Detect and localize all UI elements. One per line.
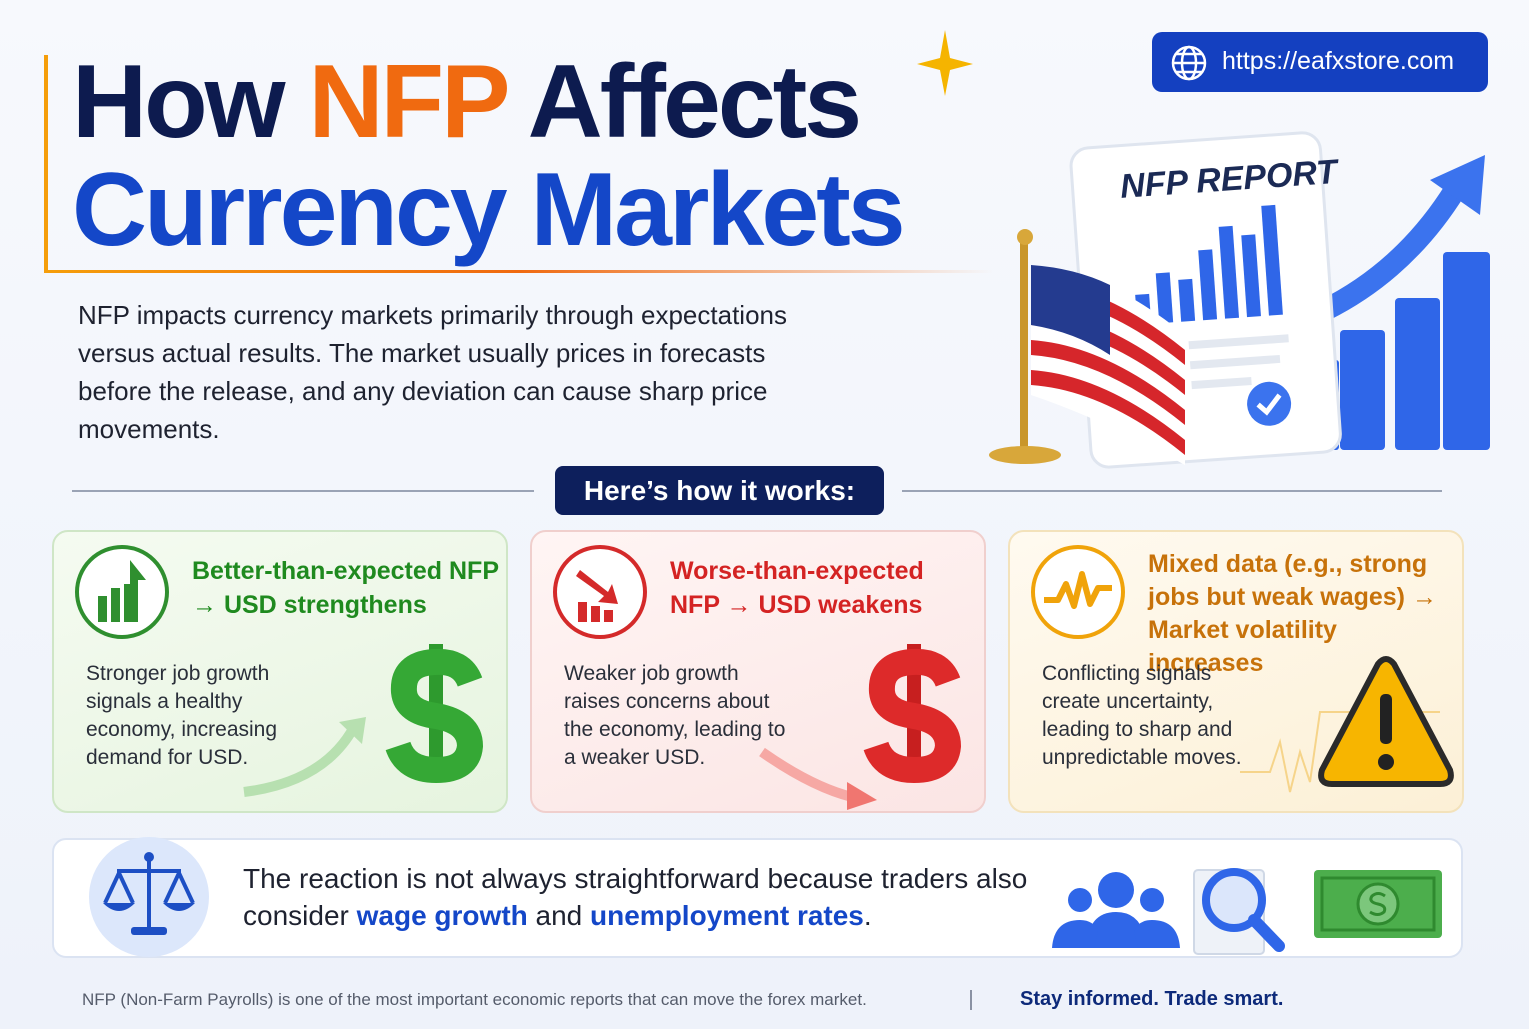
intro: NFP impacts currency markets primarily t… <box>78 300 787 444</box>
note-highlight: wage growth <box>356 900 528 931</box>
card-body: Weaker job growth raises concerns about … <box>564 662 786 769</box>
scale-icon <box>89 837 209 957</box>
note-segment: The reaction is not always straightforwa… <box>243 863 1028 931</box>
dollar-illustration <box>759 644 962 810</box>
card-title: Worse-than-expected NFP → USD weakens <box>670 557 924 619</box>
url-text[interactable]: https://eafxstore.com <box>1222 47 1455 75</box>
title-highlight: NFP <box>308 44 508 160</box>
card-icon <box>553 545 647 639</box>
title-word: How <box>72 44 286 160</box>
footer-tagline: Stay informed. Trade smart. <box>1020 988 1284 1010</box>
title-word: Currency <box>72 152 508 268</box>
sparkle <box>917 30 973 96</box>
title-line-1: How NFP Affects <box>72 50 862 154</box>
card-title: Better-than-expected NFP → USD strengthe… <box>192 557 499 619</box>
url-badge[interactable]: https://eafxstore.com <box>1152 32 1488 92</box>
footer-text: NFP (Non-Farm Payrolls) is one of the mo… <box>82 990 867 1009</box>
card: Better-than-expected NFP → USD strengthe… <box>52 530 508 813</box>
note-segment: and <box>535 900 583 931</box>
note-highlight: unemployment rates <box>590 900 864 931</box>
divider <box>72 490 534 492</box>
footer-separator <box>970 990 972 1010</box>
card-title: Mixed data (e.g., strong jobs but weak w… <box>1148 550 1437 677</box>
card-body: Stronger job growth signals a healthy ec… <box>86 662 278 769</box>
globe-icon <box>1171 45 1207 81</box>
warning-illustration <box>1240 656 1454 793</box>
card-icon <box>1031 545 1125 639</box>
section-label: Here’s how it works: <box>555 466 884 515</box>
title-word: Markets <box>530 152 906 268</box>
accent-line <box>44 270 994 273</box>
note-text: The reaction is not always straightforwa… <box>243 860 1033 934</box>
dollar-illustration <box>243 644 484 797</box>
note-icons <box>1052 868 1442 955</box>
title-line-2: Currency Markets <box>72 158 906 262</box>
divider <box>902 490 1442 492</box>
illustration: NFP REPORT <box>989 131 1490 469</box>
card: Worse-than-expected NFP → USD weakens We… <box>530 530 986 813</box>
note-segment: . <box>863 900 872 931</box>
card: Mixed data (e.g., strong jobs but weak w… <box>1008 530 1464 813</box>
note-box: The reaction is not always straightforwa… <box>52 837 1463 958</box>
accent-bar <box>44 55 48 273</box>
title-word: Affects <box>527 44 863 160</box>
card-body: Conflicting signals create uncertainty, … <box>1042 662 1242 769</box>
card-icon <box>75 545 169 639</box>
